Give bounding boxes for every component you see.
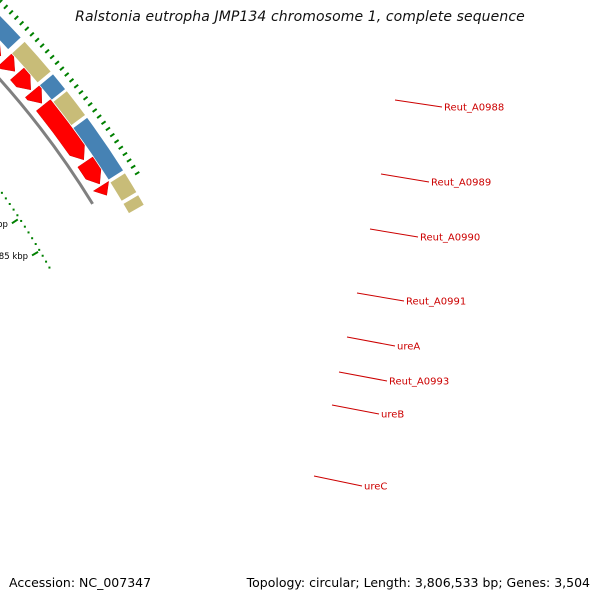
feature-tick — [92, 108, 98, 113]
feature-tick — [134, 171, 140, 176]
gene-leader-line — [369, 228, 419, 238]
feature-tick — [19, 20, 25, 26]
ruler-dot — [23, 225, 26, 228]
feature-tick — [87, 102, 93, 107]
ruler-dots — [0, 191, 51, 269]
feature-tick — [59, 66, 65, 71]
gene-block — [53, 91, 86, 126]
ruler-dot — [41, 254, 44, 257]
cds-arrow — [24, 85, 43, 104]
backbone — [0, 77, 94, 205]
feature-tick — [82, 95, 89, 101]
feature-tick — [3, 4, 9, 10]
cds-track — [0, 44, 109, 196]
ruler-label: 1084 kbp — [0, 220, 8, 230]
gene-leader-line — [394, 99, 443, 108]
gene-label: ureB — [381, 410, 404, 421]
gene-block — [0, 16, 21, 50]
feature-tick — [49, 54, 55, 60]
gene-block — [110, 173, 137, 201]
gene-leader-line — [356, 292, 405, 302]
ruler: 1077 kbp1078 kbp1079 kbp1080 kbp1081 kbp… — [0, 218, 39, 262]
gene-block — [123, 195, 144, 214]
feature-tick — [39, 43, 45, 48]
cds-arrow — [77, 156, 102, 185]
feature-tick — [126, 158, 132, 163]
gene-leader-line — [331, 404, 380, 415]
gene-block — [39, 74, 66, 100]
gene-leader-line — [338, 371, 388, 382]
feature-tick — [68, 78, 75, 83]
gene-leader-line — [380, 173, 430, 183]
gene-track — [0, 16, 144, 214]
cds-arrow — [0, 53, 16, 72]
ruler-dot — [38, 248, 41, 251]
feature-tick — [8, 9, 14, 15]
ruler-dot — [8, 202, 11, 205]
feature-tick — [54, 60, 60, 66]
ruler-tick — [31, 250, 39, 257]
gene-block — [12, 41, 51, 83]
ruler-tick — [11, 218, 19, 225]
gene-label: Reut_A0991 — [406, 297, 466, 308]
gene-labels: Reut_A0988 Reut_A0989 Reut_A0990 Reut_A0991… — [313, 99, 504, 493]
feature-tick — [78, 89, 84, 95]
feature-tick — [122, 151, 128, 157]
feature-tick — [113, 139, 120, 144]
ruler-label: 1085 kbp — [0, 252, 28, 262]
feature-tick — [100, 120, 107, 125]
ruler-dot — [20, 219, 23, 222]
ruler-dot — [31, 237, 34, 240]
ruler-dot — [34, 243, 37, 246]
gene-leader-line — [346, 336, 396, 347]
feature-tick — [0, 0, 3, 4]
ruler-dot — [27, 231, 30, 234]
ruler-dot — [48, 266, 51, 269]
feature-tick — [44, 48, 50, 54]
gene-block — [73, 117, 123, 180]
gene-label: ureC — [364, 482, 387, 493]
feature-tick — [105, 126, 111, 132]
feature-tick — [29, 31, 35, 37]
ruler-dot — [16, 214, 19, 217]
gene-label: ureA — [397, 342, 420, 353]
feature-ticks — [0, 0, 140, 176]
ruler-dot — [45, 260, 48, 263]
gene-label: Reut_A0989 — [431, 178, 491, 189]
cds-arrow — [10, 67, 31, 91]
feature-tick — [130, 164, 136, 170]
feature-tick — [118, 145, 124, 150]
backbone-line — [0, 77, 94, 205]
ruler-dot — [0, 191, 3, 194]
cds-arrow — [92, 180, 109, 196]
accession-text: Accession: NC_007347 — [9, 575, 152, 590]
gene-label: Reut_A0990 — [420, 233, 480, 244]
gene-label: Reut_A0988 — [444, 103, 504, 114]
feature-tick — [34, 37, 40, 43]
gene-leader-line — [313, 475, 363, 487]
feature-tick — [24, 26, 30, 32]
ruler-dot — [12, 208, 15, 211]
cds-arrow — [36, 99, 85, 161]
gene-label: Reut_A0993 — [389, 377, 449, 388]
feature-tick — [73, 83, 79, 89]
genome-summary-text: Topology: circular; Length: 3,806,533 bp… — [246, 575, 590, 590]
feature-tick — [96, 114, 102, 119]
map-title: Ralstonia eutropha JMP134 chromosome 1, … — [75, 9, 525, 25]
cds-arrow — [0, 44, 2, 57]
feature-tick — [64, 72, 70, 77]
ruler-dot — [4, 197, 7, 200]
feature-tick — [109, 132, 115, 138]
feature-tick — [13, 15, 19, 21]
